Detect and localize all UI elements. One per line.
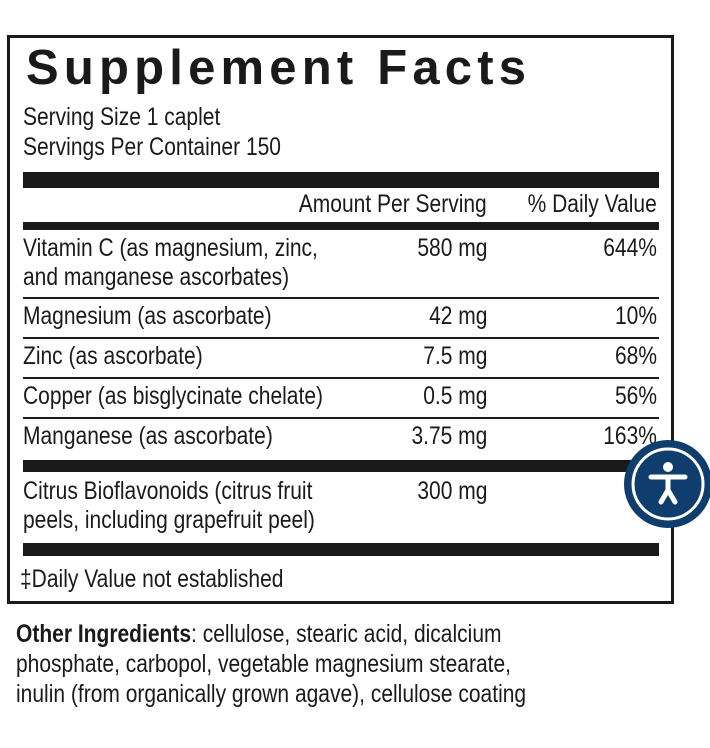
- panel-title: Supplement Facts: [26, 41, 532, 95]
- header-amount: Amount Per Serving: [299, 190, 487, 218]
- nutrient-amount: 580 mg: [416, 234, 487, 262]
- nutrient-name: Magnesium (as ascorbate): [23, 302, 272, 330]
- nutrient-daily-value: 56%: [614, 382, 657, 410]
- row-divider: [23, 377, 659, 379]
- nutrient-name: Vitamin C (as magnesium, zinc,: [23, 234, 318, 262]
- nutrient-name: and manganese ascorbates): [23, 263, 290, 291]
- nutrient-amount: 42 mg: [428, 302, 487, 330]
- medium-divider: [23, 222, 659, 230]
- row-divider: [23, 337, 659, 339]
- accessibility-icon: [631, 447, 705, 521]
- other-ingredients-line: Other Ingredients: cellulose, stearic ac…: [16, 620, 502, 648]
- nutrient-daily-value: 68%: [614, 342, 657, 370]
- row-divider: [23, 297, 659, 299]
- thick-divider: [23, 172, 659, 188]
- servings-per-container: Servings Per Container 150: [23, 133, 281, 161]
- header-daily-value: % Daily Value: [527, 190, 657, 218]
- supplement-facts-panel: [7, 35, 674, 604]
- nutrient-name: Zinc (as ascorbate): [23, 342, 203, 370]
- other-ingredients-label: Other Ingredients: [16, 620, 192, 648]
- nutrient-name: Manganese (as ascorbate): [23, 422, 273, 450]
- nutrient-amount: 0.5 mg: [422, 382, 487, 410]
- nutrient-amount: 300 mg: [416, 477, 487, 505]
- nutrient-name: Copper (as bisglycinate chelate): [23, 382, 323, 410]
- row-divider: [23, 417, 659, 419]
- nutrient-name: Citrus Bioflavonoids (citrus fruit: [23, 477, 313, 505]
- nutrient-daily-value: 10%: [614, 302, 657, 330]
- accessibility-button[interactable]: [624, 440, 710, 528]
- nutrient-daily-value: 644%: [603, 234, 657, 262]
- nutrient-amount: 7.5 mg: [422, 342, 487, 370]
- nutrient-name: peels, including grapefruit peel): [23, 506, 315, 534]
- other-ingredients-line: phosphate, carbopol, vegetable magnesium…: [16, 650, 511, 678]
- serving-size: Serving Size 1 caplet: [23, 103, 221, 131]
- row-divider: [23, 460, 659, 472]
- footnote: ‡Daily Value not established: [20, 565, 284, 593]
- other-ingredients-line: inulin (from organically grown agave), c…: [16, 680, 527, 708]
- thick-divider: [23, 543, 659, 556]
- nutrient-amount: 3.75 mg: [411, 422, 487, 450]
